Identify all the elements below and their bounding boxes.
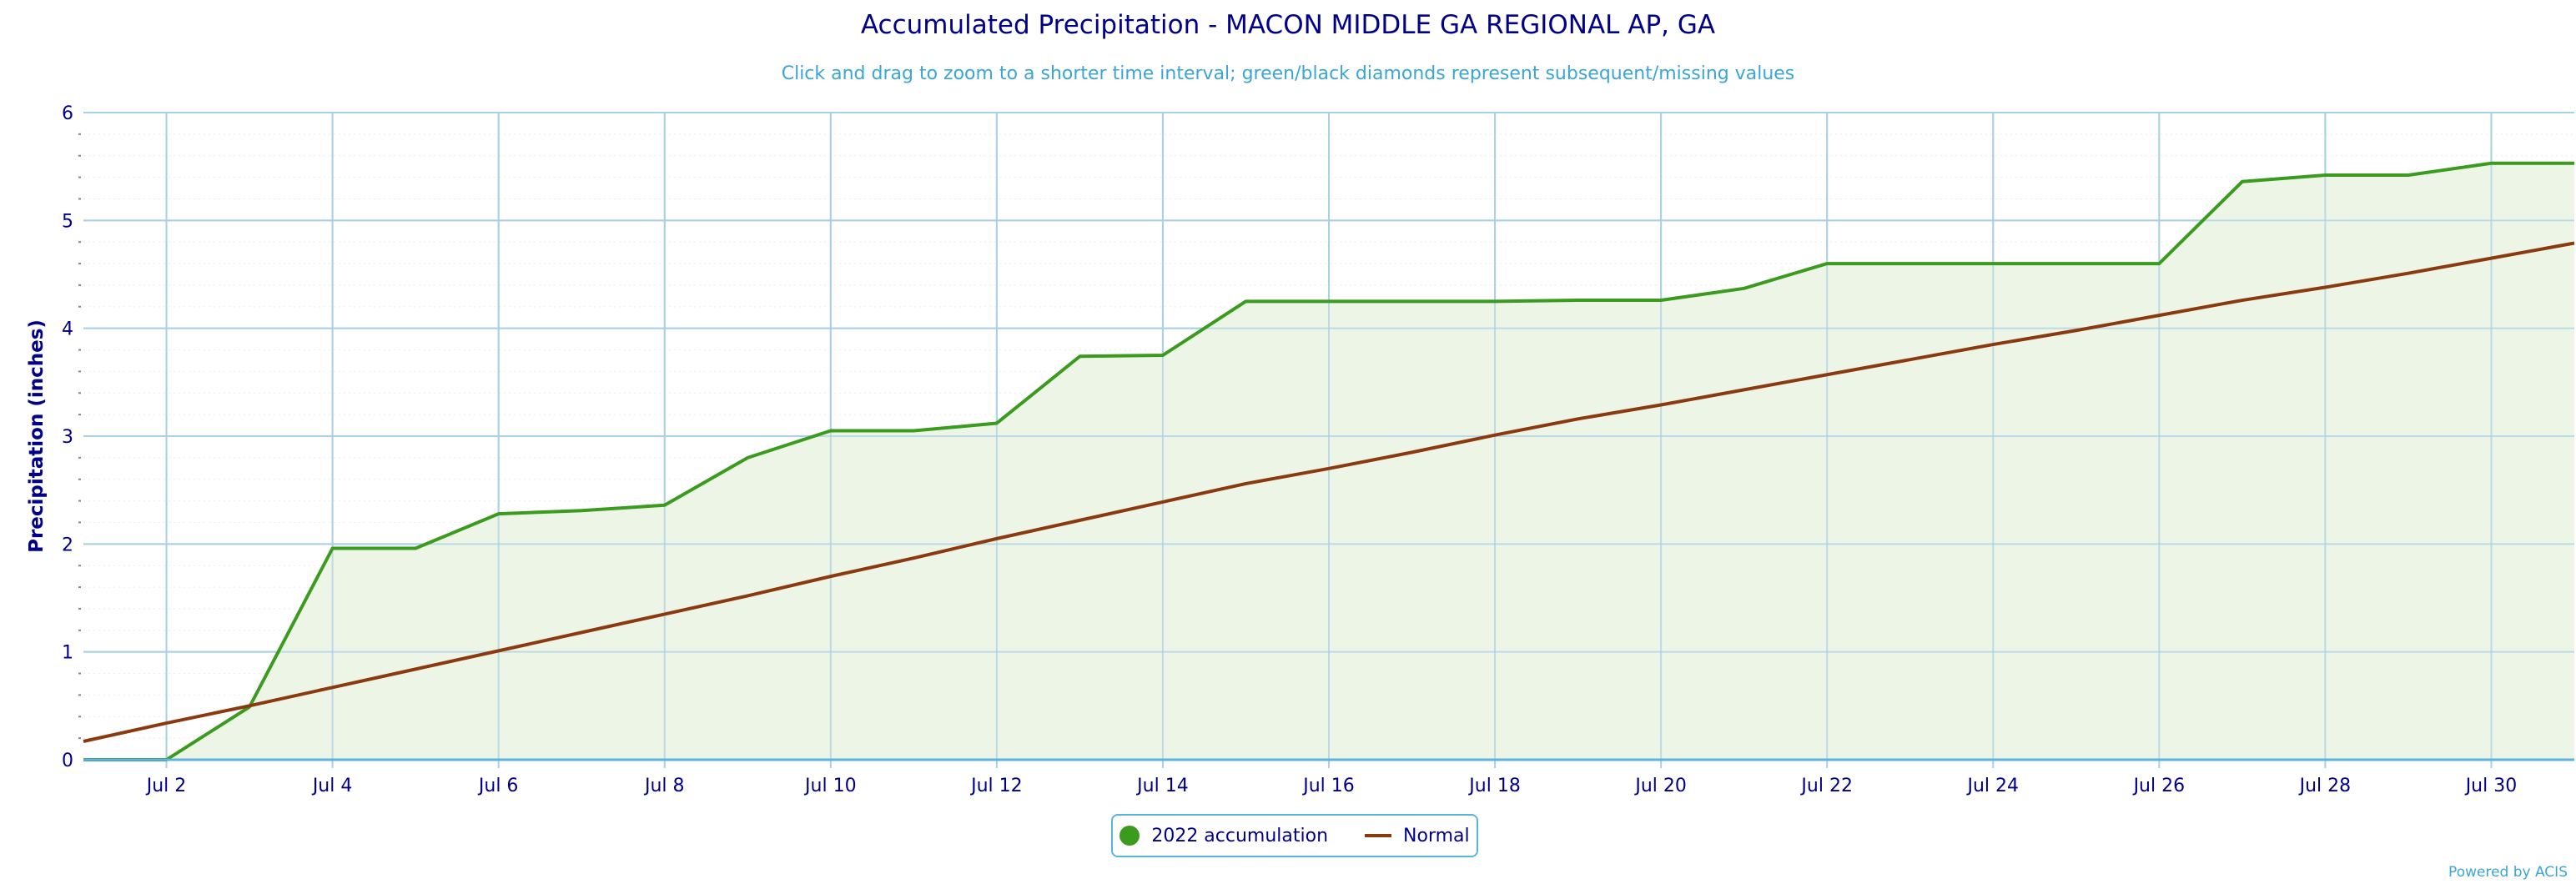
legend-item-normal[interactable]: Normal [1365, 826, 1470, 846]
legend-marker-normal [1365, 834, 1392, 837]
credits-link[interactable]: Powered by ACIS [2448, 864, 2568, 881]
normal-line [83, 241, 2575, 743]
x-tick-label: Jul 16 [1301, 776, 1355, 796]
y-tick-label: 6 [62, 103, 73, 124]
y-tick-label: 4 [62, 319, 73, 340]
chart-title: Accumulated Precipitation - MACON MIDDLE… [860, 10, 1716, 40]
x-tick-label: Jul 10 [803, 776, 857, 796]
x-tick-label: Jul 18 [1467, 776, 1521, 796]
x-tick-label: Jul 28 [2298, 776, 2352, 796]
y-tick-label: 2 [62, 535, 73, 555]
x-tick-label: Jul 30 [2464, 776, 2518, 796]
y-tick-label: 3 [62, 427, 73, 448]
x-tick-label: Jul 14 [1135, 776, 1189, 796]
legend-item-accumulation[interactable]: 2022 accumulation [1119, 826, 1328, 846]
accumulation-line [83, 161, 2574, 761]
chart-subtitle: Click and drag to zoom to a shorter time… [781, 63, 1795, 84]
x-tick-label: Jul 8 [643, 776, 685, 796]
legend-label-accumulation: 2022 accumulation [1151, 825, 1329, 846]
x-tick-label: Jul 24 [1966, 776, 2020, 796]
x-tick-label: Jul 2 [145, 776, 187, 796]
legend-marker-accumulation [1119, 826, 1140, 846]
x-tick-label: Jul 4 [311, 776, 353, 796]
y-tick-label: 0 [62, 751, 73, 771]
x-tick-label: Jul 20 [1633, 776, 1687, 796]
x-tick-label: Jul 22 [1799, 776, 1853, 796]
x-tick-label: Jul 6 [477, 776, 519, 796]
y-tick-label: 1 [62, 643, 73, 664]
legend: 2022 accumulation Normal [1111, 814, 1478, 857]
legend-label-normal: Normal [1403, 825, 1470, 846]
y-tick-label: 5 [62, 211, 73, 232]
x-tick-label: Jul 26 [2132, 776, 2186, 796]
x-tick-label: Jul 12 [969, 776, 1023, 796]
